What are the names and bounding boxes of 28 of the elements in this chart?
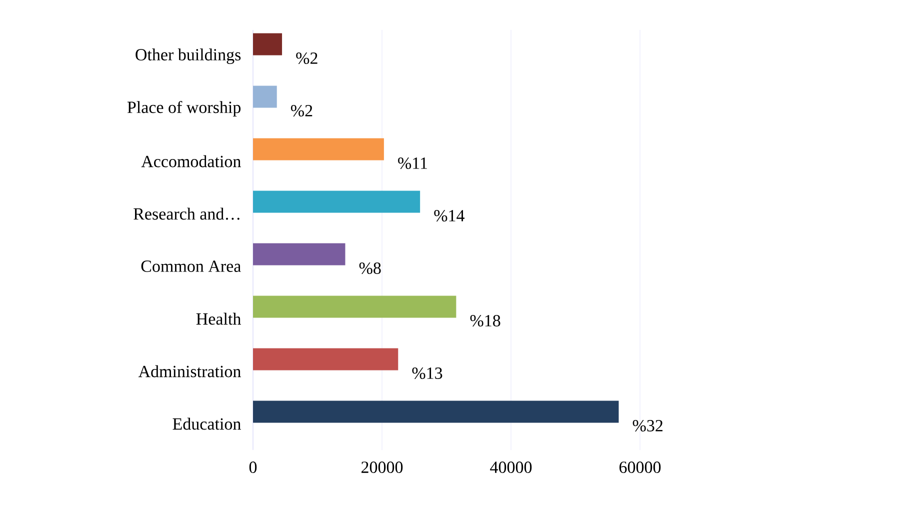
x-tick-label: 60000 xyxy=(619,462,661,474)
annotation: %14 xyxy=(434,210,464,222)
bar xyxy=(253,296,456,318)
annotation: %18 xyxy=(470,314,500,327)
y-tick-label: Other buildings xyxy=(136,48,241,64)
bar xyxy=(253,138,384,160)
bar xyxy=(253,33,282,56)
annotation: %2 xyxy=(296,52,318,64)
bar xyxy=(253,190,420,213)
y-tick-label: Accomodation xyxy=(141,155,241,168)
y-tick-label: Health xyxy=(196,312,241,325)
annotation: %8 xyxy=(359,262,381,274)
y-tick-label: Research and… xyxy=(134,208,240,220)
y-tick-label: Education xyxy=(172,418,241,430)
x-tick-label: 0 xyxy=(249,462,257,474)
y-tick-label: Administration xyxy=(138,365,241,378)
bar xyxy=(253,243,346,266)
bar xyxy=(253,400,619,423)
bar xyxy=(253,86,277,108)
annotation: %11 xyxy=(398,157,427,170)
annotation: %32 xyxy=(632,420,662,432)
x-tick-label: 40000 xyxy=(490,462,532,474)
annotation: %2 xyxy=(290,104,312,117)
annotation: %13 xyxy=(412,367,442,380)
x-tick-label: 20000 xyxy=(362,462,403,474)
bar xyxy=(253,348,398,370)
y-tick-label: Common Area xyxy=(141,260,241,272)
y-tick-label: Place of worship xyxy=(127,100,241,117)
